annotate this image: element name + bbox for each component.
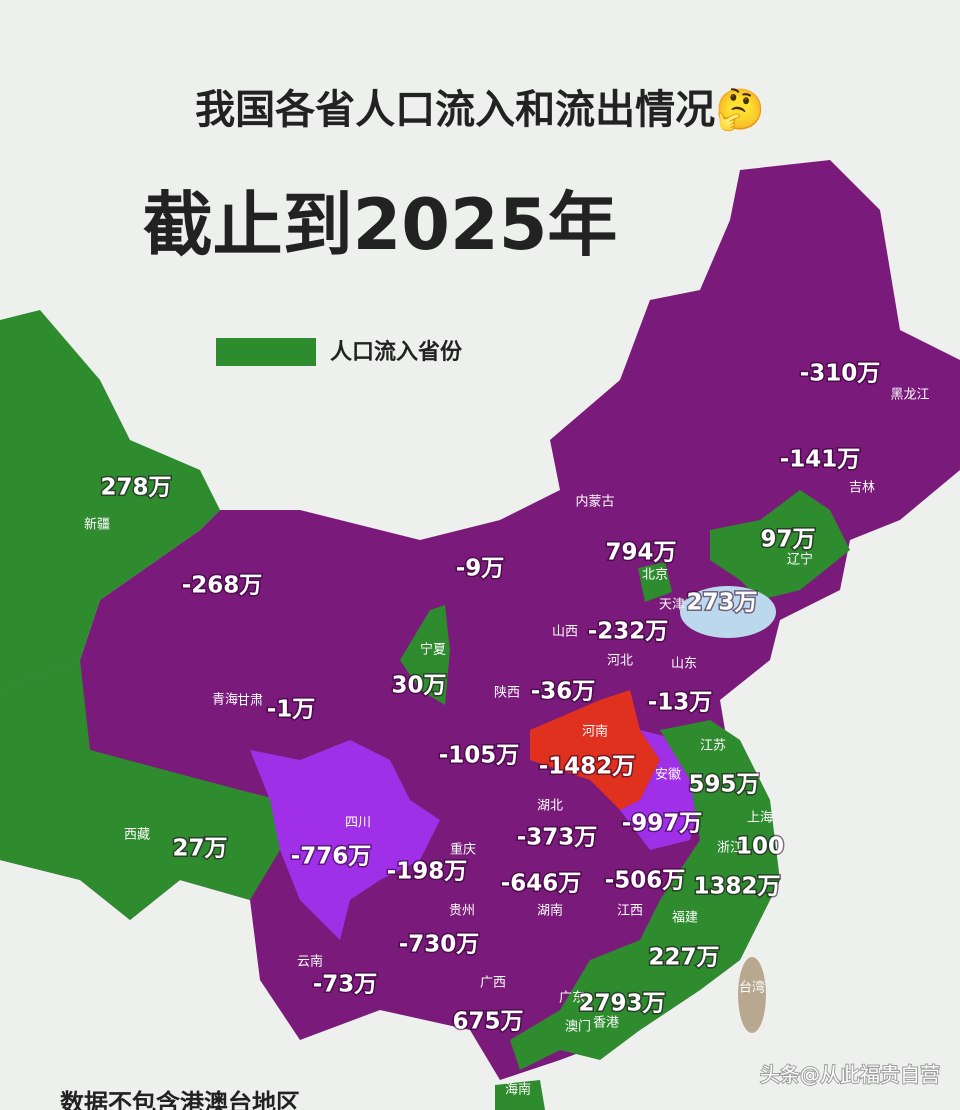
region-value: -1482万 — [539, 754, 636, 780]
region-value: -730万 — [399, 932, 480, 958]
region-value: 27万 — [172, 836, 227, 862]
hainan — [495, 1080, 545, 1110]
region-name: 新疆 — [84, 517, 110, 533]
region-value: -36万 — [531, 679, 596, 705]
region-name: 陕西 — [494, 686, 520, 701]
region-name: 山东 — [671, 657, 697, 672]
region-name: 四川 — [345, 816, 371, 831]
region-value: 100 — [736, 834, 784, 860]
region-value: -9万 — [456, 556, 505, 582]
region-name: 内蒙古 — [575, 494, 614, 510]
region-name: 福建 — [672, 911, 698, 926]
region-values: -310万 -141万 97万 278万 -268万 -9万 794万 273万… — [99, 359, 882, 1036]
region-value: -776万 — [291, 844, 372, 870]
region-name: 宁夏 — [420, 642, 446, 658]
region-name: 湖南 — [537, 903, 563, 919]
region-name: 重庆 — [450, 842, 476, 858]
region-value: -646万 — [501, 871, 582, 897]
region-name: 河南 — [582, 724, 608, 740]
region-name: 上海 — [747, 811, 773, 826]
region-name: 西藏 — [124, 828, 150, 843]
coastal-inflow — [510, 720, 780, 1070]
region-value: 675万 — [452, 1009, 523, 1035]
map-shapes — [0, 160, 960, 1110]
region-name: 江西 — [617, 904, 643, 919]
footer-note: 数据不包含港澳台地区 — [60, 1089, 300, 1110]
region-value: 227万 — [648, 945, 719, 971]
region-name: 北京 — [642, 568, 668, 583]
xinjiang — [0, 310, 220, 690]
bohai-sea — [680, 586, 776, 638]
region-names: 新疆 西藏 青海 甘肃 宁夏 内蒙古 黑龙江 吉林 辽宁 北京 天津 山西 河北… — [84, 388, 930, 1098]
legend-label: 人口流入省份 — [330, 339, 463, 365]
region-value: 278万 — [100, 475, 171, 501]
liaoning — [710, 490, 850, 600]
region-name: 天津 — [659, 598, 685, 613]
region-name: 台湾 — [739, 980, 765, 996]
legend-swatch — [216, 338, 316, 366]
region-value: 1382万 — [693, 874, 780, 900]
region-value: 30万 — [391, 673, 446, 699]
beijing — [638, 562, 672, 602]
region-name: 甘肃 — [237, 694, 263, 709]
xizang — [0, 660, 280, 920]
region-value: -1万 — [267, 697, 316, 723]
region-name: 青海 — [212, 693, 238, 708]
taiwan — [738, 957, 766, 1033]
region-name: 安徽 — [655, 768, 681, 783]
region-value: 273万 — [686, 590, 757, 616]
region-name: 江苏 — [700, 738, 726, 754]
region-value: -373万 — [517, 825, 598, 851]
region-value: -506万 — [605, 868, 686, 894]
region-value: -997万 — [622, 811, 703, 837]
region-name: 云南 — [297, 954, 323, 970]
region-name: 山西 — [552, 625, 578, 640]
region-value: 595万 — [688, 772, 759, 798]
region-name: 河北 — [607, 654, 633, 669]
region-value: 2793万 — [578, 991, 665, 1017]
region-name: 贵州 — [449, 904, 475, 919]
region-name: 广东 — [559, 991, 585, 1006]
region-name: 海南 — [505, 1082, 531, 1098]
region-name: 吉林 — [849, 481, 875, 496]
subtitle: 截止到2025年 — [143, 184, 618, 266]
ningxia — [400, 605, 450, 705]
region-value: 794万 — [605, 540, 676, 566]
sichuan — [250, 740, 440, 940]
region-value: -13万 — [648, 690, 713, 716]
henan — [530, 690, 660, 810]
region-name: 广西 — [480, 976, 506, 991]
region-name: 澳门 — [565, 1019, 591, 1035]
region-value: -268万 — [182, 573, 263, 599]
region-value: -105万 — [439, 743, 520, 769]
region-name: 浙江 — [717, 841, 743, 856]
region-value: -310万 — [800, 361, 881, 387]
region-name: 湖北 — [537, 799, 563, 814]
watermark: 头条@从此福贵自营 — [760, 1063, 940, 1087]
region-value: 97万 — [760, 527, 815, 553]
region-value: -232万 — [588, 619, 669, 645]
region-name: 辽宁 — [787, 552, 813, 568]
region-value: -141万 — [780, 447, 861, 473]
region-value: -73万 — [313, 972, 378, 998]
region-name: 黑龙江 — [890, 388, 929, 403]
region-name: 香港 — [593, 1016, 619, 1031]
title: 我国各省人口流入和流出情况🤔 — [195, 87, 765, 133]
region-value: -198万 — [387, 859, 468, 885]
